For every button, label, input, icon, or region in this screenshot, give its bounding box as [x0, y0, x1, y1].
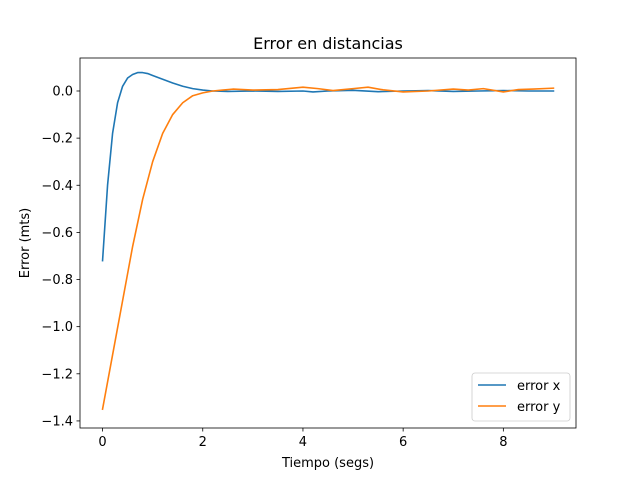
chart-title: Error en distancias: [253, 34, 403, 53]
x-tick-label: 8: [499, 435, 507, 450]
x-axis: 0 2 4 6 8: [98, 428, 507, 450]
plot-frame: [79, 57, 577, 429]
legend-label-error-x: error x: [517, 379, 561, 394]
y-tick-label: −1.4: [41, 414, 73, 429]
y-axis-label: Error (mts): [18, 208, 33, 279]
x-tick-label: 4: [299, 435, 307, 450]
y-tick-label: −0.4: [41, 179, 73, 194]
y-tick-label: −0.8: [41, 273, 73, 288]
y-tick-label: 0.0: [52, 84, 73, 99]
x-axis-label: Tiempo (segs): [281, 456, 374, 471]
y-tick-label: −0.6: [41, 226, 73, 241]
x-tick-label: 0: [98, 435, 106, 450]
y-tick-label: −1.2: [41, 367, 73, 382]
series-layer: [101, 71, 555, 411]
series-line-error-y: [101, 86, 555, 411]
y-tick-label: −0.2: [41, 132, 73, 147]
x-tick-label: 2: [199, 435, 207, 450]
legend: error x error y: [471, 372, 571, 422]
legend-label-error-y: error y: [517, 400, 561, 415]
y-tick-label: −1.0: [41, 320, 73, 335]
x-tick-label: 6: [399, 435, 407, 450]
y-axis: −1.4 −1.2 −1.0 −0.8 −0.6 −0.4 −0.2 0.0: [41, 84, 80, 429]
